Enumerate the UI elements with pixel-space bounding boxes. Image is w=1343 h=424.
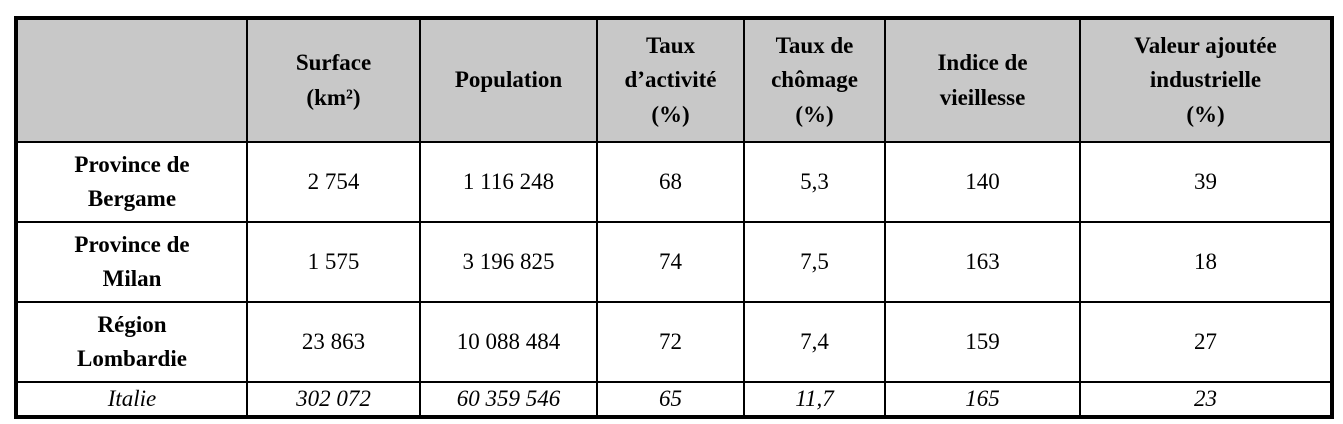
- table-cell: 65: [596, 381, 745, 418]
- table-cell: 27: [1079, 301, 1333, 383]
- table-cell: 7,4: [743, 301, 886, 383]
- table-cell: 11,7: [743, 381, 886, 418]
- table-row-italie: Italie 302 072 60 359 546 65 11,7 165 23: [15, 381, 1333, 418]
- table-cell: 39: [1079, 141, 1333, 223]
- table-cell: 7,5: [743, 221, 886, 303]
- table-cell: 5,3: [743, 141, 886, 223]
- table-cell: 23 863: [246, 301, 421, 383]
- col-header-indice-vieillesse: Indice de vieillesse: [884, 17, 1081, 143]
- table-cell: 23: [1079, 381, 1333, 418]
- table-row-milan: Province de Milan 1 575 3 196 825 74 7,5…: [15, 221, 1333, 303]
- table-cell: 68: [596, 141, 745, 223]
- col-header-population: Population: [419, 17, 598, 143]
- table-cell: 302 072: [246, 381, 421, 418]
- table-cell: 74: [596, 221, 745, 303]
- col-header-valeur-ajoutee: Valeur ajoutée industrielle (%): [1079, 17, 1333, 143]
- table-cell: 72: [596, 301, 745, 383]
- row-header-milan: Province de Milan: [15, 221, 248, 303]
- table-cell: 165: [884, 381, 1081, 418]
- col-header-taux-activite: Taux d’activité (%): [596, 17, 745, 143]
- table-cell: 1 116 248: [419, 141, 598, 223]
- table-row-lombardie: Région Lombardie 23 863 10 088 484 72 7,…: [15, 301, 1333, 383]
- table-cell: 163: [884, 221, 1081, 303]
- table-cell: 60 359 546: [419, 381, 598, 418]
- table-cell: 18: [1079, 221, 1333, 303]
- table-cell: 2 754: [246, 141, 421, 223]
- corner-cell: [15, 17, 248, 143]
- regional-statistics-table: Surface (km²) Population Taux d’activité…: [14, 16, 1334, 419]
- row-header-lombardie: Région Lombardie: [15, 301, 248, 383]
- table-cell: 140: [884, 141, 1081, 223]
- header-row: Surface (km²) Population Taux d’activité…: [15, 17, 1333, 143]
- table-cell: 3 196 825: [419, 221, 598, 303]
- table-cell: 1 575: [246, 221, 421, 303]
- table-cell: 159: [884, 301, 1081, 383]
- col-header-taux-chomage: Taux de chômage (%): [743, 17, 886, 143]
- table-row-bergame: Province de Bergame 2 754 1 116 248 68 5…: [15, 141, 1333, 223]
- row-header-italie: Italie: [15, 381, 248, 418]
- row-header-bergame: Province de Bergame: [15, 141, 248, 223]
- col-header-surface: Surface (km²): [246, 17, 421, 143]
- table-cell: 10 088 484: [419, 301, 598, 383]
